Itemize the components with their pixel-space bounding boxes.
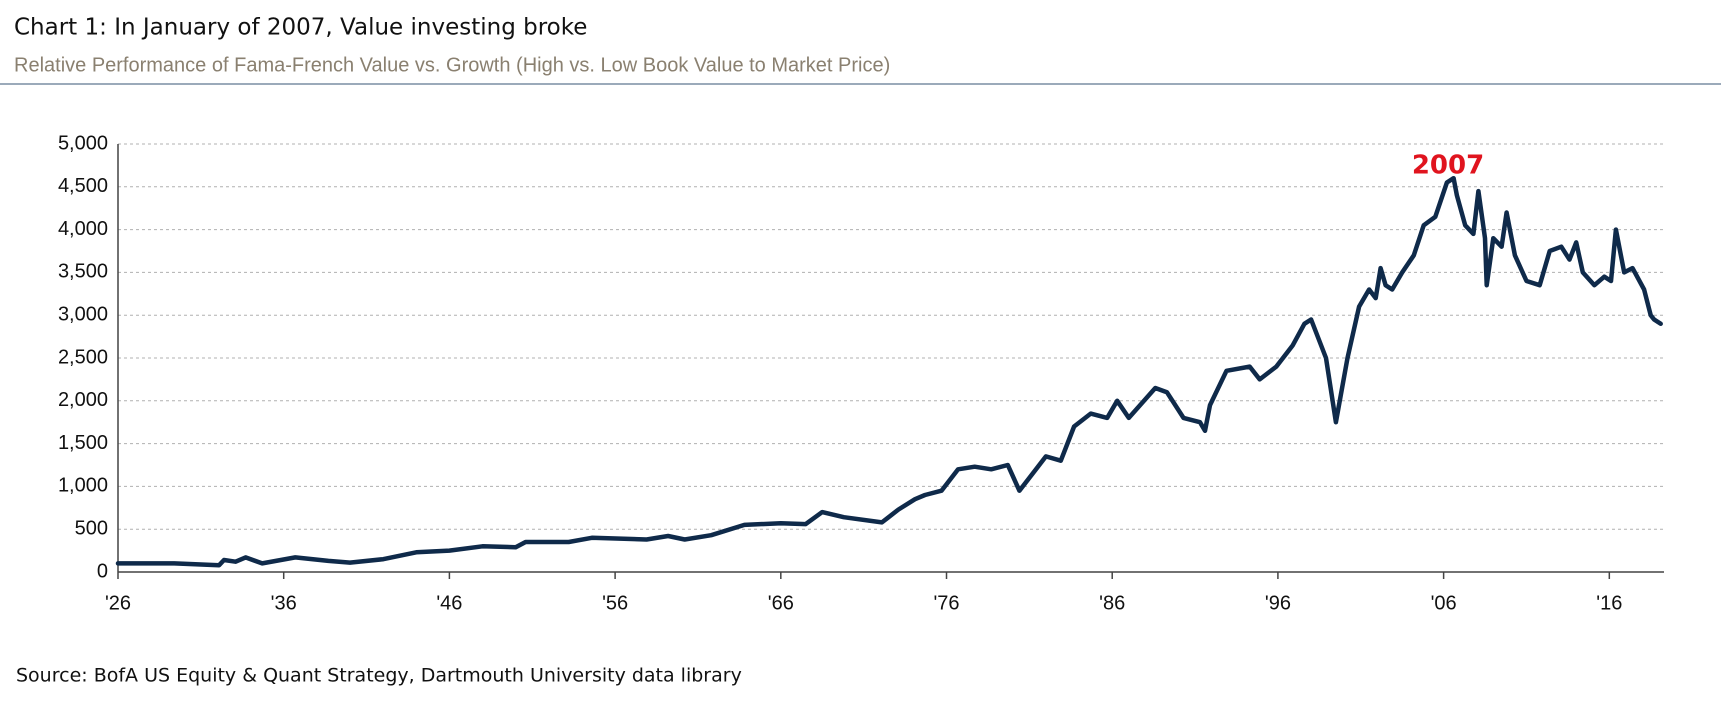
y-tick-label: 1,500 [58,432,108,454]
chart-subtitle: Relative Performance of Fama-French Valu… [14,54,890,76]
x-tick-label: '16 [1596,592,1622,614]
data-line [115,175,1663,568]
source-note: Source: BofA US Equity & Quant Strategy,… [16,665,742,687]
x-tick-label: '36 [271,592,297,614]
y-tick-label: 2,000 [58,389,108,411]
x-tick-label: '56 [602,592,628,614]
x-tick-label: '46 [436,592,462,614]
y-tick-label: 2,500 [58,346,108,368]
x-tick-label: '86 [1099,592,1125,614]
y-tick-label: 3,500 [58,261,108,283]
x-tick-label: '96 [1265,592,1291,614]
y-tick-label: 1,000 [58,475,108,497]
annotation: 2007 [1412,151,1484,181]
y-tick-label: 5,000 [58,132,108,154]
y-tick-label: 4,500 [58,175,108,197]
chart-title: Chart 1: In January of 2007, Value inves… [14,15,587,41]
y-tick-label: 3,000 [58,303,108,325]
x-tick-label: '26 [105,592,131,614]
y-tick-label: 0 [97,560,108,582]
y-tick-label: 4,000 [58,218,108,240]
x-tick-label: '06 [1431,592,1457,614]
x-tick-label: '66 [768,592,794,614]
y-tick-label: 500 [75,517,108,539]
x-tick-label: '76 [933,592,959,614]
